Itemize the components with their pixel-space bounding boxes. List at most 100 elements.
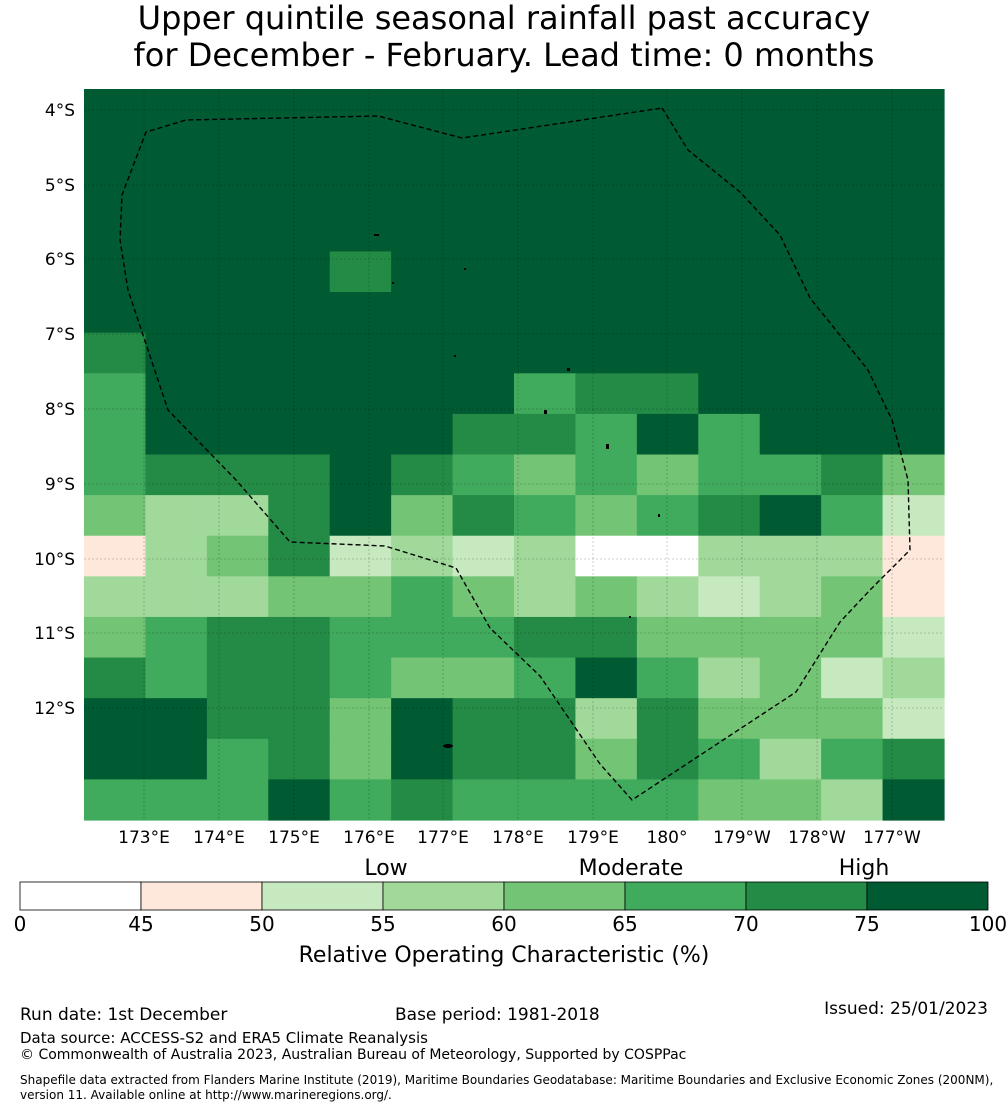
grid-cell [882,292,945,334]
grid-cell [452,170,515,212]
issued-date: Issued: 25/01/2023 [824,999,988,1019]
grid-cell [329,413,392,456]
grid-cell [206,535,269,577]
grid-cell [84,129,147,171]
colorbar-tick-label: 45 [128,912,154,936]
island-markers [374,234,660,748]
grid-cell [759,454,822,496]
grid-cell [698,292,761,334]
grid-cell [206,576,269,618]
grid-cell [821,129,884,171]
grid-cell [206,413,269,456]
grid-cell [145,657,208,699]
grid-cell [698,738,761,780]
grid-cell [882,698,945,740]
grid-cell [821,779,884,821]
grid-cell [329,779,392,821]
longitude-label: 178°W [788,828,846,848]
grid-cell [206,170,269,212]
grid-cell [575,576,638,618]
grid-cell [329,292,392,334]
grid-cell [268,251,331,293]
grid-cell [145,738,208,780]
grid-cell [575,373,638,415]
grid-cell [145,779,208,821]
grid-cell [84,251,147,293]
title-line-1: Upper quintile seasonal rainfall past ac… [137,0,871,37]
grid-cell [206,779,269,821]
grid-cell [636,292,699,334]
grid-cell [145,454,208,496]
grid-cell [84,413,147,456]
grid-cell [206,657,269,699]
grid-cell [882,170,945,212]
grid-cell [759,373,822,415]
grid-cell [821,738,884,780]
grid-cell [452,535,515,577]
colorbar-segment [624,881,747,911]
grid-cell [759,129,822,171]
grid-cell [636,373,699,415]
grid-cell [636,576,699,618]
grid-cell [84,616,147,659]
grid-cell [882,210,945,253]
grid-cell [821,698,884,740]
grid-cell [206,698,269,740]
grid-cell [636,129,699,171]
grid-cell [821,251,884,293]
grid-cell [268,292,331,334]
grid-cell [391,738,454,780]
grid-cell [821,535,884,577]
grid-cell [145,292,208,334]
map-title: Upper quintile seasonal rainfall past ac… [0,0,1008,74]
colorbar-segment [745,881,868,911]
colorbar-segment [503,881,626,911]
grid-cell [882,454,945,496]
grid-cell [575,779,638,821]
grid-cell [145,210,208,253]
grid-cell [84,332,147,374]
grid-cell [759,332,822,374]
grid-cell [206,89,269,131]
grid-cell [452,129,515,171]
grid-cell [329,698,392,740]
grid-cell [329,454,392,496]
grid-cell [636,779,699,821]
grid-cell [452,495,515,537]
grid-cell [636,454,699,496]
grid-cell [575,495,638,537]
grid-cell [145,576,208,618]
grid-cell [452,657,515,699]
grid-cell [636,413,699,456]
grid-cell [575,454,638,496]
category-high: High [838,856,890,881]
grid-cell [882,332,945,374]
grid-cell [145,129,208,171]
grid-cell [84,495,147,537]
grid-cell [391,657,454,699]
grid-cell [514,251,577,293]
colorbar-segment [866,881,989,911]
grid-cell [636,332,699,374]
grid-cell [206,738,269,780]
grid-cell [821,373,884,415]
grid-cell [84,170,147,212]
grid-cell [391,413,454,456]
grid-cell [514,657,577,699]
grid-cell [268,616,331,659]
grid-cell [759,779,822,821]
grid-cell [145,373,208,415]
grid-cell [698,495,761,537]
grid-cell [268,698,331,740]
grid-cell [391,251,454,293]
grid-cell [391,535,454,577]
grid-cell [145,698,208,740]
grid-cell [268,576,331,618]
grid-cell [84,738,147,780]
grid-cell [698,332,761,374]
grid-cell [268,495,331,537]
grid-cell [391,454,454,496]
grid-cell [821,657,884,699]
grid-cell [84,454,147,496]
grid-cell [514,413,577,456]
